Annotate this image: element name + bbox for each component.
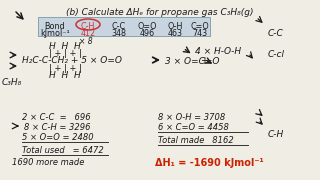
- Text: C-C: C-C: [268, 29, 284, 38]
- Text: +: +: [200, 56, 208, 66]
- Text: | + | + |: | + | + |: [49, 49, 81, 58]
- Text: ΔH₁ = -1690 kJmol⁻¹: ΔH₁ = -1690 kJmol⁻¹: [155, 158, 264, 168]
- Text: Total made   8162: Total made 8162: [158, 136, 234, 145]
- Text: 4 × H-O-H: 4 × H-O-H: [195, 47, 241, 56]
- Text: 6 × C=O = 4458: 6 × C=O = 4458: [158, 123, 229, 132]
- Text: 1690 more made: 1690 more made: [12, 158, 84, 167]
- Text: 496: 496: [140, 29, 155, 38]
- Text: C-H: C-H: [81, 22, 95, 31]
- Text: Bond: Bond: [45, 22, 65, 31]
- Text: C-C: C-C: [111, 22, 125, 31]
- Text: | + | + |: | + | + |: [49, 64, 81, 73]
- Text: 8 × C-H = 3296: 8 × C-H = 3296: [24, 123, 91, 132]
- Text: 8 × O-H = 3708: 8 × O-H = 3708: [158, 113, 225, 122]
- Text: 463: 463: [167, 29, 182, 38]
- Text: 348: 348: [111, 29, 126, 38]
- Text: C-cl: C-cl: [268, 50, 285, 59]
- Text: 743: 743: [192, 29, 207, 38]
- Text: C₃H₈: C₃H₈: [2, 78, 22, 87]
- Text: H₂C-C-CH₂ + 5 × O=O: H₂C-C-CH₂ + 5 × O=O: [22, 56, 122, 65]
- Bar: [38, 17, 210, 36]
- Text: O=O: O=O: [137, 22, 157, 31]
- Text: × 8: × 8: [79, 37, 93, 46]
- Text: 5 × O=O = 2480: 5 × O=O = 2480: [22, 133, 94, 142]
- Text: C=O: C=O: [190, 22, 209, 31]
- Text: Total used   = 6472: Total used = 6472: [22, 146, 104, 155]
- Text: (b) Calculate ΔHₑ for propane gas C₃H₈(g): (b) Calculate ΔHₑ for propane gas C₃H₈(g…: [66, 8, 254, 17]
- Text: H  H  H: H H H: [49, 71, 81, 80]
- Text: 3 × O=C=O: 3 × O=C=O: [165, 57, 220, 66]
- Text: kJmol⁻¹: kJmol⁻¹: [40, 29, 70, 38]
- Text: H  H  H: H H H: [49, 42, 81, 51]
- Text: C-H: C-H: [268, 130, 284, 139]
- Text: 2 × C-C  =   696: 2 × C-C = 696: [22, 113, 91, 122]
- Text: 412: 412: [80, 29, 96, 38]
- Text: O-H: O-H: [167, 22, 183, 31]
